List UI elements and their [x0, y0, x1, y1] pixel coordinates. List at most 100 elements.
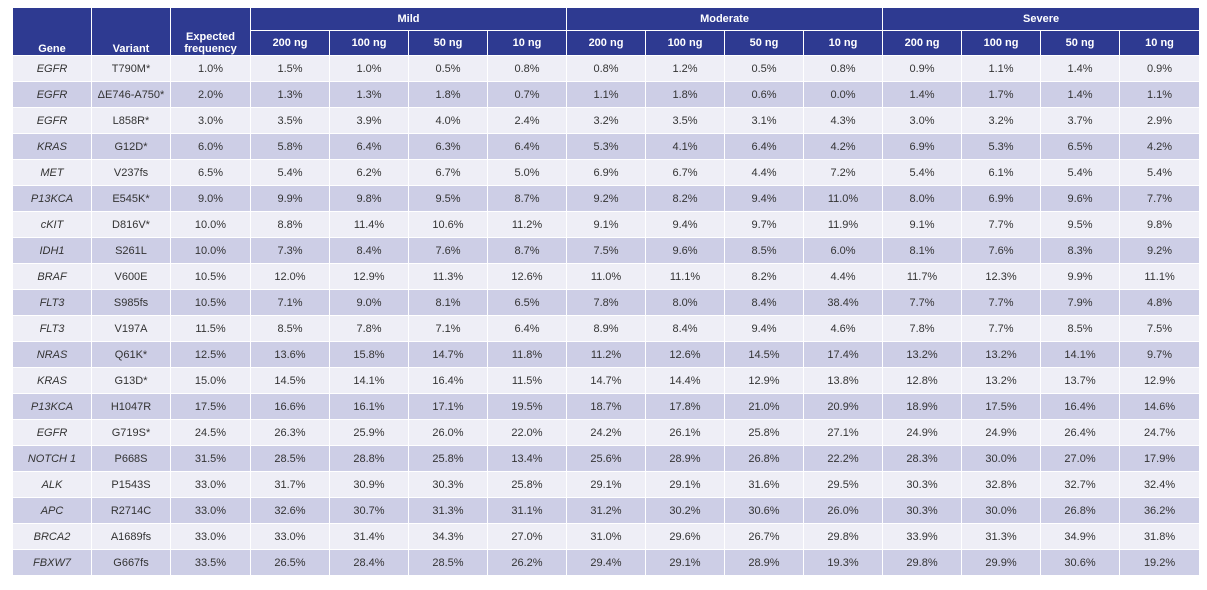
header-row-amounts: 200 ng 100 ng 50 ng 10 ng 200 ng 100 ng … — [13, 30, 1201, 56]
value-cell: 2.9% — [1119, 107, 1201, 134]
variant-cell: V600E — [91, 263, 171, 290]
value-cell: 29.1% — [645, 471, 725, 498]
amount-header: 200 ng — [250, 30, 330, 56]
value-cell: 1.8% — [408, 81, 488, 108]
value-cell: 12.9% — [724, 367, 804, 394]
value-cell: 12.8% — [882, 367, 963, 394]
value-cell: 8.3% — [1040, 237, 1121, 264]
value-cell: 11.8% — [487, 341, 567, 368]
value-cell: 31.3% — [408, 497, 488, 524]
value-cell: 25.8% — [487, 471, 567, 498]
value-cell: 17.1% — [408, 393, 488, 420]
value-cell: 18.7% — [566, 393, 646, 420]
value-cell: 19.5% — [487, 393, 567, 420]
value-cell: 9.2% — [566, 185, 646, 212]
value-cell: 24.7% — [1119, 419, 1201, 446]
value-cell: 3.2% — [961, 107, 1042, 134]
value-cell: 0.5% — [408, 55, 488, 82]
value-cell: 29.9% — [961, 549, 1042, 576]
table-row: ALK P1543S 33.0% 31.7% 30.9% 30.3% 25.8% 29.1% 2… — [12, 471, 1201, 498]
header-row-groups: Gene Variant Expected frequency Mild Mod… — [12, 7, 1201, 56]
value-cell: 17.4% — [802, 341, 884, 368]
value-cell: 0.9% — [1119, 55, 1201, 82]
value-cell: 5.4% — [882, 159, 963, 186]
table-row: FLT3 V197A 11.5% 8.5% 7.8% 7.1% 6.4% 8.9% 8.4% 9.… — [12, 315, 1201, 342]
value-cell: 11.3% — [408, 263, 488, 290]
expected-frequency-cell: 9.0% — [170, 185, 251, 212]
variant-cell: Q61K* — [91, 341, 171, 368]
value-cell: 12.6% — [645, 341, 725, 368]
value-cell: 6.7% — [645, 159, 725, 186]
group-header-severe: Severe — [882, 7, 1201, 31]
value-cell: 21.0% — [724, 393, 804, 420]
value-cell: 5.4% — [1040, 159, 1121, 186]
value-cell: 29.5% — [802, 471, 884, 498]
table-row: P13KCA H1047R 17.5% 16.6% 16.1% 17.1% 19.5% 18.… — [12, 393, 1201, 420]
value-cell: 30.0% — [961, 497, 1042, 524]
value-cell: 29.1% — [645, 549, 725, 576]
value-cell: 26.8% — [724, 445, 804, 472]
value-cell: 5.0% — [487, 159, 567, 186]
value-cell: 7.8% — [329, 315, 409, 342]
value-cell: 32.8% — [961, 471, 1042, 498]
variant-cell: G719S* — [91, 419, 171, 446]
value-cell: 26.3% — [250, 419, 330, 446]
value-cell: 10.6% — [408, 211, 488, 238]
value-cell: 5.3% — [961, 133, 1042, 160]
value-cell: 6.7% — [408, 159, 488, 186]
value-cell: 16.4% — [408, 367, 488, 394]
value-cell: 6.4% — [487, 315, 567, 342]
value-cell: 12.3% — [961, 263, 1042, 290]
value-cell: 26.8% — [1040, 497, 1121, 524]
amount-header: 200 ng — [566, 30, 646, 56]
value-cell: 34.9% — [1040, 523, 1121, 550]
value-cell: 15.8% — [329, 341, 409, 368]
table-row: EGFR L858R* 3.0% 3.5% 3.9% 4.0% 2.4% 3.2% 3.5% 3.… — [12, 107, 1201, 134]
value-cell: 6.1% — [961, 159, 1042, 186]
value-cell: 3.7% — [1040, 107, 1121, 134]
value-cell: 31.1% — [487, 497, 567, 524]
value-cell: 3.9% — [329, 107, 409, 134]
gene-cell: EGFR — [12, 81, 92, 108]
value-cell: 1.1% — [566, 81, 646, 108]
value-cell: 3.0% — [882, 107, 963, 134]
table-row: MET V237fs 6.5% 5.4% 6.2% 6.7% 5.0% 6.9% 6.7% 4.4… — [12, 159, 1201, 186]
expected-frequency-cell: 15.0% — [170, 367, 251, 394]
variant-frequency-table: Gene Variant Expected frequency Mild Mod… — [12, 7, 1201, 576]
value-cell: 1.7% — [961, 81, 1042, 108]
amount-header: 10 ng — [487, 30, 567, 56]
table-row: P13KCA E545K* 9.0% 9.9% 9.8% 9.5% 8.7% 9.2% 8.2%… — [12, 185, 1201, 212]
value-cell: 6.4% — [329, 133, 409, 160]
value-cell: 9.5% — [408, 185, 488, 212]
value-cell: 13.2% — [961, 367, 1042, 394]
value-cell: 9.6% — [645, 237, 725, 264]
gene-cell: NOTCH 1 — [12, 445, 92, 472]
gene-cell: MET — [12, 159, 92, 186]
value-cell: 9.0% — [329, 289, 409, 316]
amount-header: 100 ng — [645, 30, 725, 56]
expected-frequency-cell: 6.5% — [170, 159, 251, 186]
value-cell: 17.9% — [1119, 445, 1201, 472]
value-cell: 8.0% — [645, 289, 725, 316]
table-row: APC R2714C 33.0% 32.6% 30.7% 31.3% 31.1% 31.2% 3… — [12, 497, 1201, 524]
value-cell: 12.9% — [329, 263, 409, 290]
value-cell: 33.0% — [250, 523, 330, 550]
value-cell: 12.9% — [1119, 367, 1201, 394]
table-row: EGFR T790M* 1.0% 1.5% 1.0% 0.5% 0.8% 0.8% 1.2% 0.… — [12, 55, 1201, 82]
value-cell: 7.5% — [1119, 315, 1201, 342]
value-cell: 14.4% — [645, 367, 725, 394]
table-row: NOTCH 1 P668S 31.5% 28.5% 28.8% 25.8% 13.4% 25.… — [12, 445, 1201, 472]
value-cell: 26.7% — [724, 523, 804, 550]
value-cell: 7.8% — [566, 289, 646, 316]
value-cell: 26.1% — [645, 419, 725, 446]
expected-frequency-cell: 10.5% — [170, 289, 251, 316]
value-cell: 17.5% — [961, 393, 1042, 420]
value-cell: 13.8% — [802, 367, 884, 394]
value-cell: 8.2% — [645, 185, 725, 212]
value-cell: 26.0% — [408, 419, 488, 446]
gene-cell: KRAS — [12, 367, 92, 394]
gene-cell: FBXW7 — [12, 549, 92, 576]
value-cell: 32.7% — [1040, 471, 1121, 498]
value-cell: 31.2% — [566, 497, 646, 524]
value-cell: 9.8% — [329, 185, 409, 212]
